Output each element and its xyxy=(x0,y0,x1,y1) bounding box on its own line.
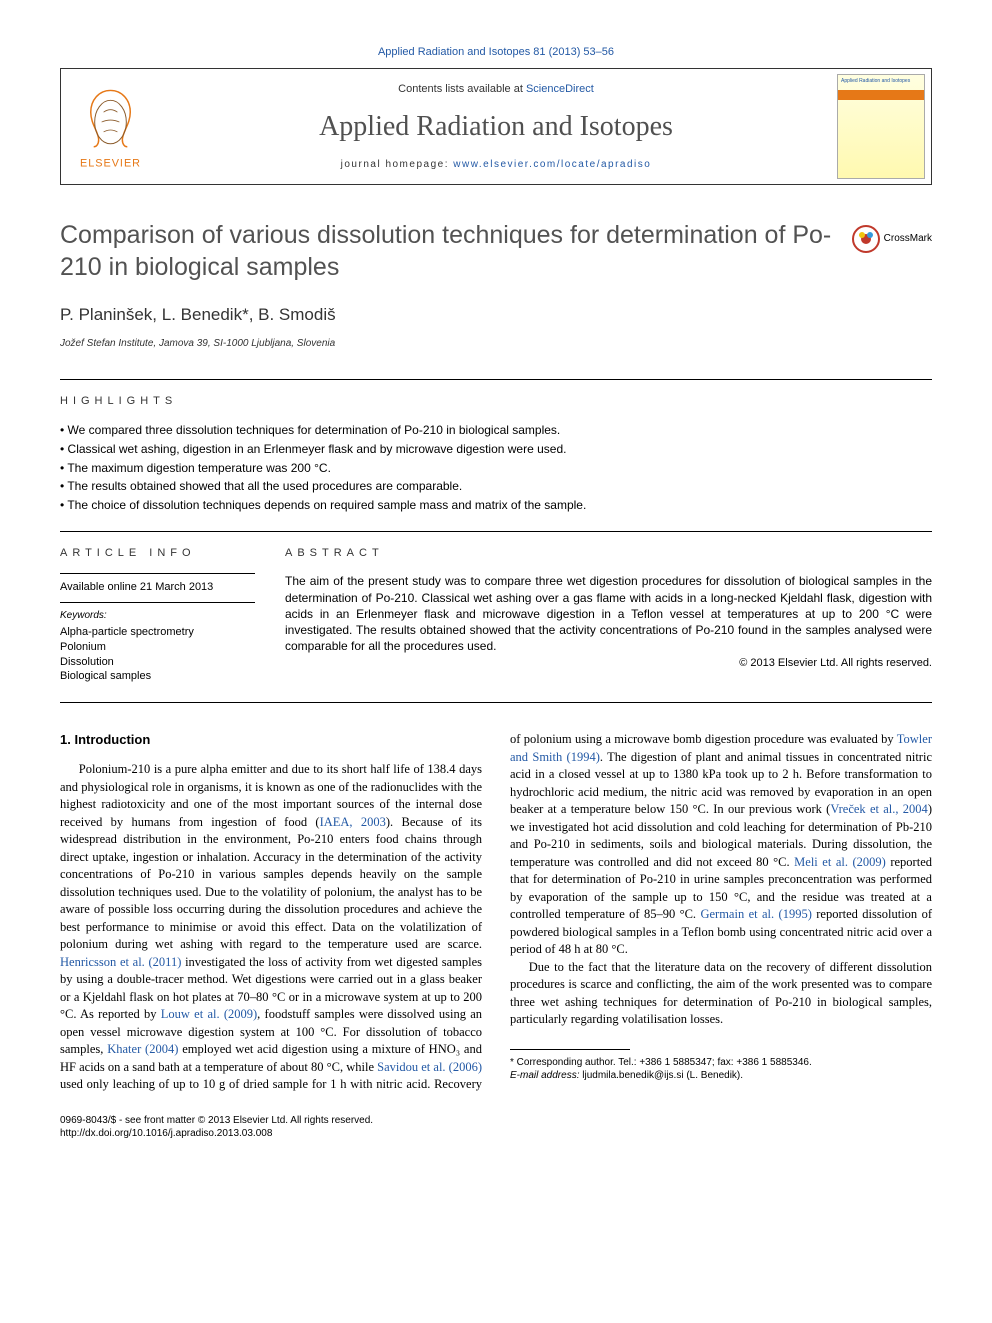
journal-cover-icon: Applied Radiation and Isotopes xyxy=(837,74,925,179)
rule xyxy=(60,602,255,603)
footnote-rule xyxy=(510,1049,630,1050)
authors: P. Planinšek, L. Benedik*, B. Smodiš xyxy=(60,303,932,327)
text: ). Because of its widespread distributio… xyxy=(60,815,482,952)
contents-line: Contents lists available at ScienceDirec… xyxy=(171,82,821,97)
highlight-item: Classical wet ashing, digestion in an Er… xyxy=(60,440,932,459)
highlight-item: The results obtained showed that all the… xyxy=(60,477,932,496)
abstract-heading: ABSTRACT xyxy=(285,546,932,561)
article-info: ARTICLE INFO Available online 21 March 2… xyxy=(60,546,255,684)
email-label: E-mail address: xyxy=(510,1070,579,1081)
citation-link[interactable]: Savidou et al. (2006) xyxy=(377,1060,482,1074)
highlight-item: The maximum digestion temperature was 20… xyxy=(60,459,932,478)
citation-link[interactable]: Louw et al. (2009) xyxy=(161,1007,257,1021)
homepage-prefix: journal homepage: xyxy=(341,159,454,170)
available-online: Available online 21 March 2013 xyxy=(60,580,255,595)
abstract: ABSTRACT The aim of the present study wa… xyxy=(285,546,932,684)
page-footer: 0969-8043/$ - see front matter © 2013 El… xyxy=(60,1114,932,1141)
citation-link[interactable]: Khater (2004) xyxy=(107,1042,178,1056)
body-text: 1. Introduction Polonium-210 is a pure a… xyxy=(60,731,932,1094)
homepage-line: journal homepage: www.elsevier.com/locat… xyxy=(171,158,821,172)
sciencedirect-link[interactable]: ScienceDirect xyxy=(526,83,594,95)
journal-citation[interactable]: Applied Radiation and Isotopes 81 (2013)… xyxy=(60,45,932,60)
journal-title: Applied Radiation and Isotopes xyxy=(171,107,821,146)
issn-line: 0969-8043/$ - see front matter © 2013 El… xyxy=(60,1114,932,1128)
keyword: Dissolution xyxy=(60,655,255,670)
email-line: E-mail address: ljudmila.benedik@ijs.si … xyxy=(510,1069,932,1083)
publisher-logo-box: ELSEVIER xyxy=(61,69,161,184)
highlight-item: We compared three dissolution techniques… xyxy=(60,421,932,440)
journal-header: ELSEVIER Contents lists available at Sci… xyxy=(60,68,932,185)
citation-link[interactable]: Meli et al. (2009) xyxy=(794,855,886,869)
keyword: Alpha-particle spectrometry xyxy=(60,625,255,640)
homepage-link[interactable]: www.elsevier.com/locate/apradiso xyxy=(453,159,651,170)
keywords-list: Alpha-particle spectrometry Polonium Dis… xyxy=(60,625,255,684)
affiliation: Jožef Stefan Institute, Jamova 39, SI-10… xyxy=(60,337,932,351)
rule xyxy=(60,379,932,380)
crossmark-icon xyxy=(852,225,880,253)
keyword: Polonium xyxy=(60,640,255,655)
citation-link[interactable]: Henricsson et al. (2011) xyxy=(60,955,181,969)
abstract-text: The aim of the present study was to comp… xyxy=(285,573,932,654)
elsevier-logo-icon: ELSEVIER xyxy=(69,82,153,172)
rule xyxy=(60,702,932,703)
article-info-heading: ARTICLE INFO xyxy=(60,546,255,561)
cover-text: Applied Radiation and Isotopes xyxy=(838,75,924,88)
section-heading: 1. Introduction xyxy=(60,731,482,749)
svg-text:ELSEVIER: ELSEVIER xyxy=(80,157,141,169)
crossmark-badge[interactable]: CrossMark xyxy=(852,225,932,253)
keyword: Biological samples xyxy=(60,669,255,684)
abstract-copyright: © 2013 Elsevier Ltd. All rights reserved… xyxy=(285,656,932,671)
cover-band xyxy=(838,90,924,100)
highlights-list: We compared three dissolution techniques… xyxy=(60,421,932,515)
citation-link[interactable]: IAEA, 2003 xyxy=(320,815,386,829)
paragraph: Polonium-210 is a pure alpha emitter and… xyxy=(60,731,932,1094)
email-value: ljudmila.benedik@ijs.si (L. Benedik). xyxy=(579,1070,743,1081)
rule xyxy=(60,531,932,532)
article-title: Comparison of various dissolution techni… xyxy=(60,220,832,283)
paragraph: Due to the fact that the literature data… xyxy=(510,959,932,1029)
crossmark-label: CrossMark xyxy=(884,232,932,246)
highlight-item: The choice of dissolution techniques dep… xyxy=(60,496,932,515)
contents-prefix: Contents lists available at xyxy=(398,83,526,95)
doi-line: http://dx.doi.org/10.1016/j.apradiso.201… xyxy=(60,1127,932,1141)
citation-link[interactable]: Germain et al. (1995) xyxy=(700,907,811,921)
journal-cover-box: Applied Radiation and Isotopes xyxy=(831,69,931,184)
rule xyxy=(60,573,255,574)
citation-link[interactable]: Vreček et al., 2004 xyxy=(830,802,927,816)
keywords-label: Keywords: xyxy=(60,609,255,623)
corresponding-author: * Corresponding author. Tel.: +386 1 588… xyxy=(510,1056,932,1070)
highlights-heading: HIGHLIGHTS xyxy=(60,394,932,409)
